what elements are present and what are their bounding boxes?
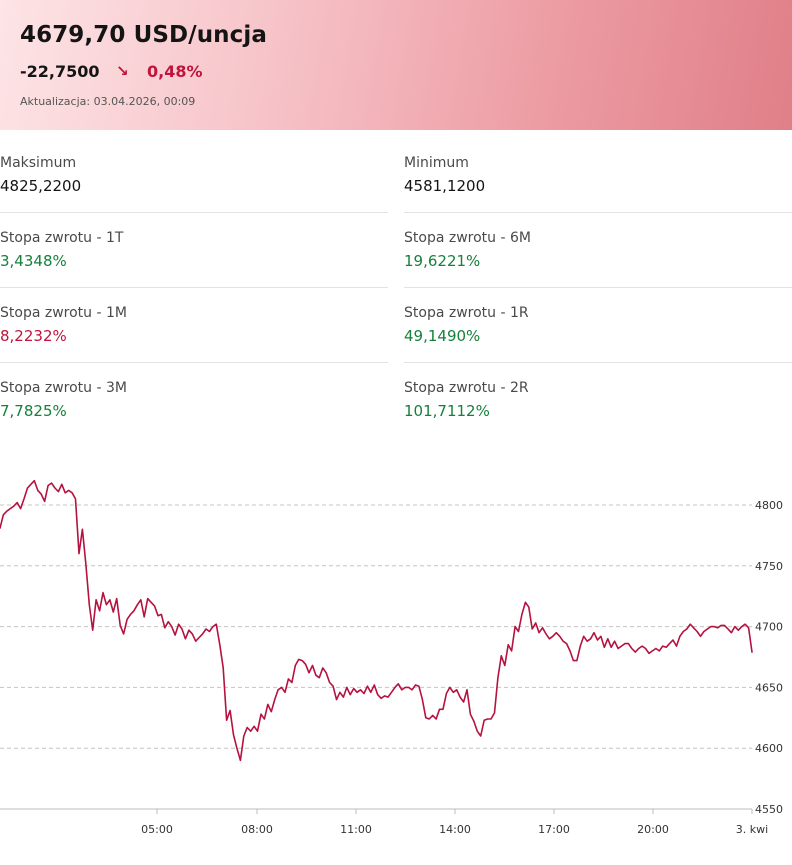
x-tick-label: 11:00 (340, 823, 372, 836)
stat-item: Stopa zwrotu - 1T 3,4348% (0, 230, 388, 270)
stat-value: 49,1490% (404, 327, 481, 345)
stat-value: 8,2232% (0, 327, 67, 345)
stat-label: Stopa zwrotu - 1M (0, 305, 127, 321)
stat-item: Stopa zwrotu - 1M 8,2232% (0, 305, 388, 345)
x-tick-label: 05:00 (141, 823, 173, 836)
y-tick-label: 4600 (755, 742, 783, 755)
y-tick-label: 4750 (755, 560, 783, 573)
stat-value: 19,6221% (404, 252, 481, 270)
stat-item: Maksimum 4825,2200 (0, 155, 388, 195)
stat-value: 4581,1200 (404, 177, 486, 195)
stat-item: Minimum 4581,1200 (404, 155, 792, 195)
stat-item: Stopa zwrotu - 3M 7,7825% (0, 380, 388, 420)
arrow-down-right-icon: ↘ (116, 62, 129, 80)
stat-divider (0, 212, 388, 213)
stat-label: Stopa zwrotu - 1T (0, 230, 124, 246)
stat-divider (404, 212, 792, 213)
stat-label: Minimum (404, 155, 469, 171)
x-tick-label: 08:00 (241, 823, 273, 836)
stat-label: Stopa zwrotu - 6M (404, 230, 531, 246)
stat-label: Stopa zwrotu - 3M (0, 380, 127, 396)
change-percent: 0,48% (147, 62, 203, 81)
stat-item: Stopa zwrotu - 1R 49,1490% (404, 305, 792, 345)
stat-label: Maksimum (0, 155, 77, 171)
stat-value: 7,7825% (0, 402, 67, 420)
price-value: 4679,70 USD/uncja (20, 22, 267, 48)
stat-value: 4825,2200 (0, 177, 82, 195)
series-line (0, 479, 753, 762)
y-tick-label: 4700 (755, 621, 783, 634)
stat-item: Stopa zwrotu - 2R 101,7112% (404, 380, 792, 420)
stat-value: 101,7112% (404, 402, 490, 420)
x-tick-label: 17:00 (538, 823, 570, 836)
quote-header: 4679,70 USD/uncja -22,7500 ↘ 0,48% Aktua… (0, 0, 792, 130)
y-tick-label: 4550 (755, 803, 783, 816)
stat-value: 3,4348% (0, 252, 67, 270)
stat-divider (404, 362, 792, 363)
x-tick-label: 14:00 (439, 823, 471, 836)
x-tick-label: 3. kwi (736, 823, 768, 836)
stat-label: Stopa zwrotu - 2R (404, 380, 529, 396)
stat-item: Stopa zwrotu - 6M 19,6221% (404, 230, 792, 270)
y-tick-label: 4650 (755, 681, 783, 694)
stat-divider (0, 287, 388, 288)
update-timestamp: Aktualizacja: 03.04.2026, 00:09 (20, 95, 196, 108)
price-chart[interactable]: 4550 4600 4650 4700 4750 4800 05:00 08:00 11:00 1… (0, 465, 792, 865)
y-tick-label: 4800 (755, 499, 783, 512)
stat-divider (0, 362, 388, 363)
change-absolute: -22,7500 (20, 62, 100, 81)
x-tick-label: 20:00 (637, 823, 669, 836)
stat-divider (404, 287, 792, 288)
stat-label: Stopa zwrotu - 1R (404, 305, 529, 321)
